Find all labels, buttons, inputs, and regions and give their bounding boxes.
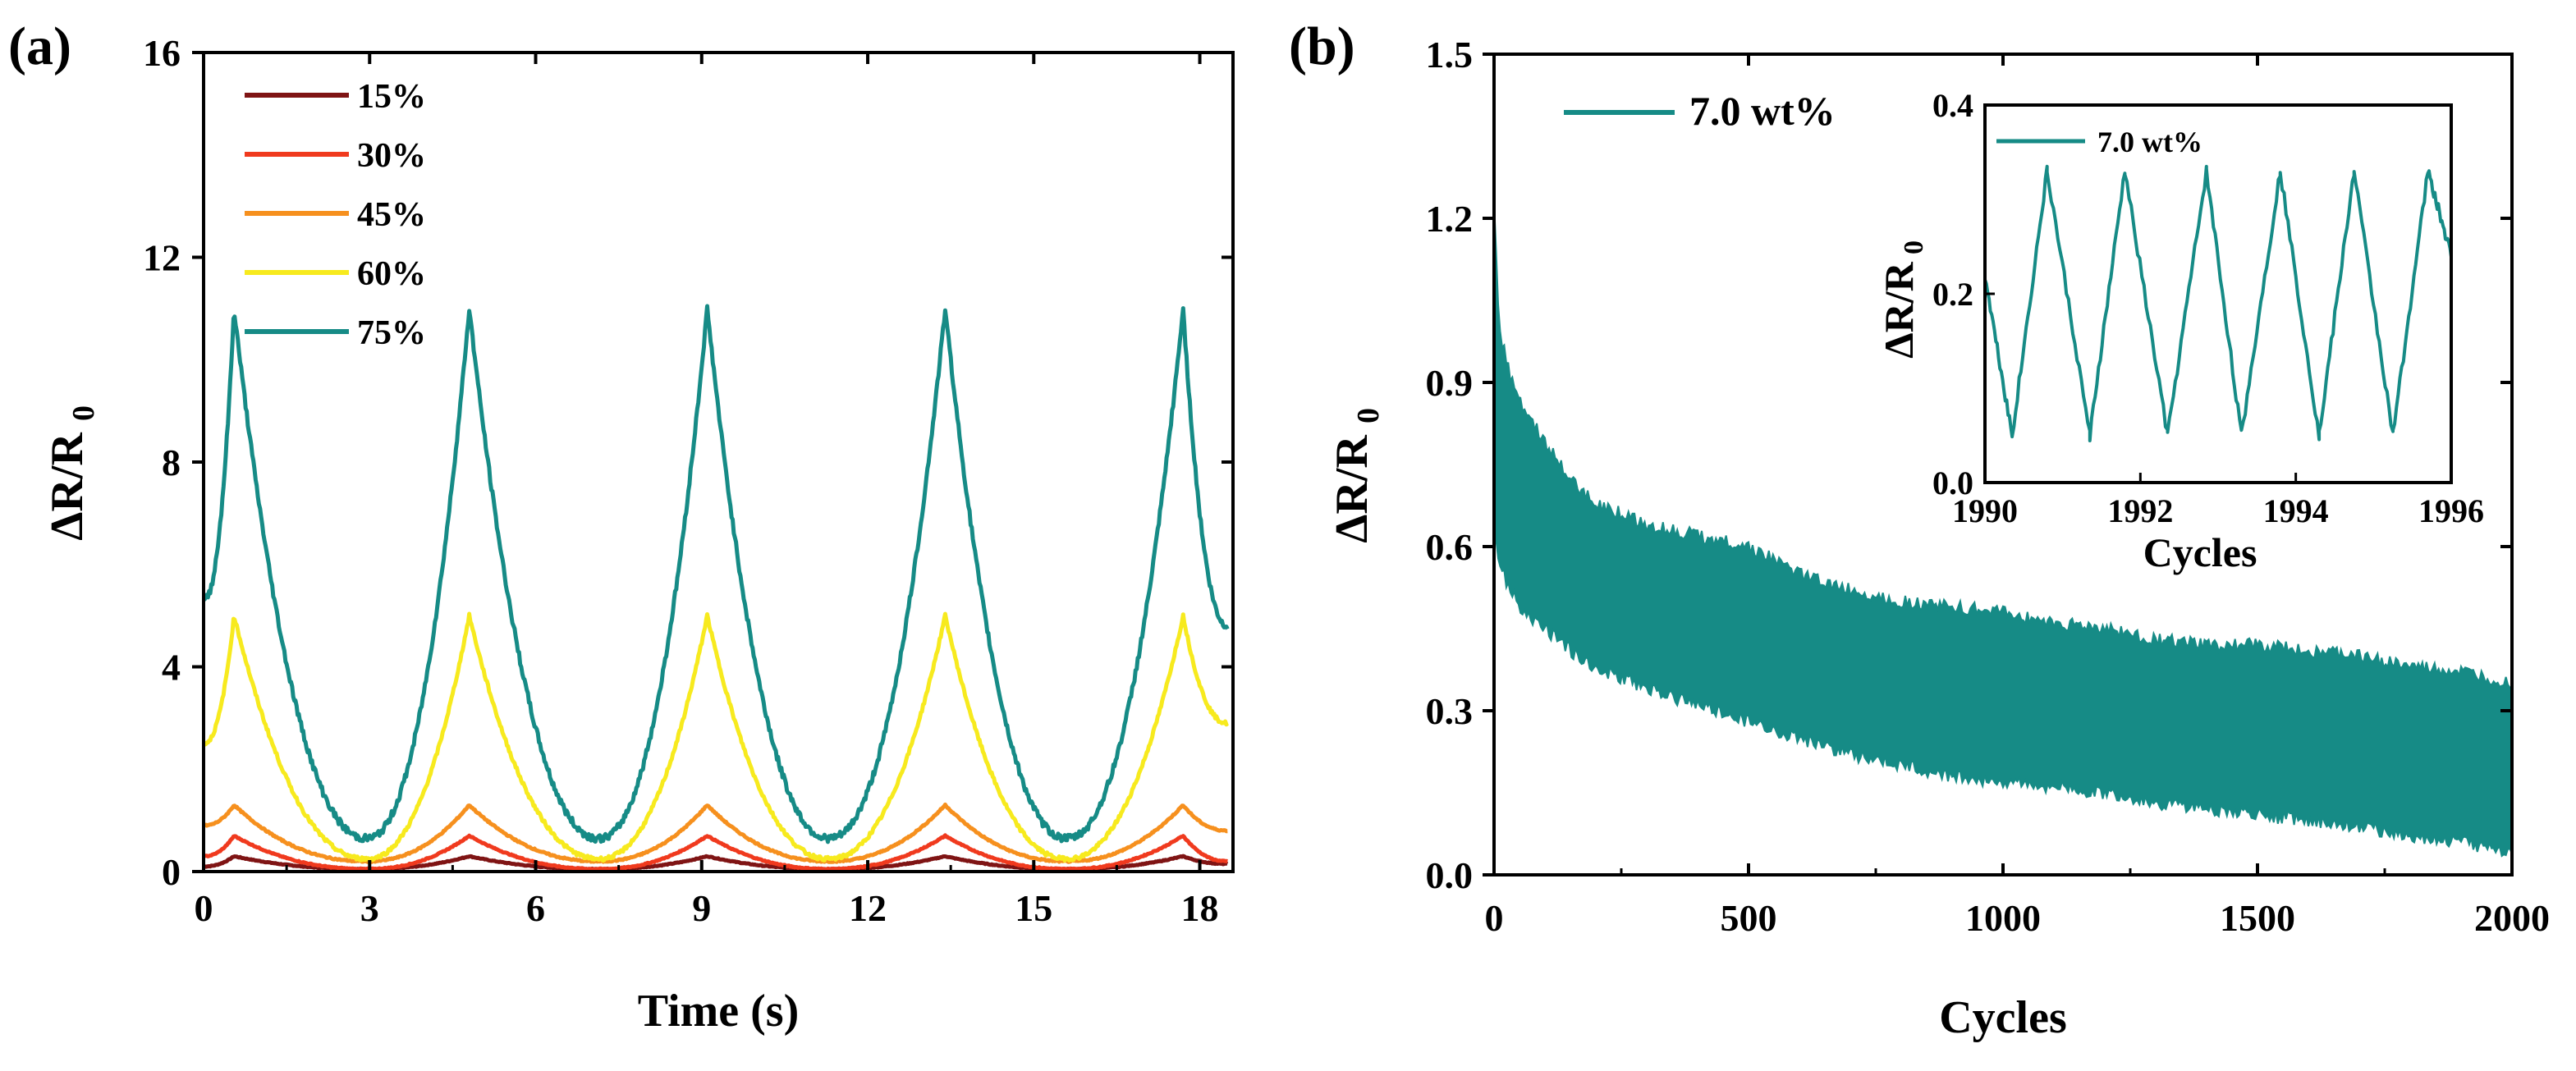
panel-a-ticks: 0 3 6 9 12 15 18 0 4 8 12 16 bbox=[143, 32, 1233, 929]
panel-b-ytick-label: 0.9 bbox=[1426, 362, 1474, 404]
panel-a-series-line-60pct bbox=[201, 611, 1230, 863]
inset-ylabel-main: ΔR/R bbox=[1876, 261, 1922, 358]
inset-xtick-label: 1992 bbox=[2107, 492, 2173, 529]
inset-xtick-label: 1990 bbox=[1952, 492, 2018, 529]
panel-a-series-line-75pct bbox=[202, 304, 1230, 844]
panel-a-chart: (a) 0 3 6 9 12 15 18 0 4 8 12 16 15% 30% 45% 60% 75% Ti… bbox=[8, 16, 1235, 1037]
panel-b-ytick-label: 0.6 bbox=[1426, 526, 1474, 568]
inset-background bbox=[1985, 105, 2451, 483]
panel-a-ytick-label: 0 bbox=[162, 851, 181, 893]
inset-series-group bbox=[1983, 164, 2453, 442]
panel-b-legend-label: 7.0 wt% bbox=[1689, 88, 1836, 134]
panel-a-xtick-label: 0 bbox=[195, 887, 213, 929]
panel-a-label: (a) bbox=[8, 16, 71, 76]
inset-legend-label: 7.0 wt% bbox=[2097, 126, 2202, 158]
panel-b-ticks: 0 500 1000 1500 2000 0.0 0.3 0.6 0.9 1.2 1.5 bbox=[1426, 34, 2551, 939]
panel-b-xtick-label: 2000 bbox=[2474, 897, 2550, 939]
inset-xlabel: Cycles bbox=[2143, 529, 2257, 575]
panel-b-ylabel-main: ΔR/R bbox=[1327, 435, 1377, 543]
panel-a-legend: 15% 30% 45% 60% 75% bbox=[245, 78, 426, 352]
panel-b-xtick-label: 1500 bbox=[2220, 897, 2295, 939]
panel-a-legend-label: 45% bbox=[357, 196, 426, 234]
panel-a-xlabel: Time (s) bbox=[638, 986, 800, 1037]
panel-b-xtick-label: 0 bbox=[1485, 897, 1504, 939]
inset-ticks: 1990 1992 1994 1996 0.0 0.2 0.4 bbox=[1932, 87, 2484, 529]
panel-a-xtick-label: 6 bbox=[526, 887, 545, 929]
panel-a-ylabel-sub: 0 bbox=[66, 405, 101, 421]
panel-a-legend-label: 60% bbox=[357, 255, 426, 293]
panel-b-ytick-label: 1.5 bbox=[1426, 34, 1474, 76]
panel-b-chart: (b) 0 500 1000 1500 2000 0.0 0.3 0.6 0.9 1.2 1.5 7… bbox=[1289, 16, 2550, 1043]
panel-a-ylabel-main: ΔR/R bbox=[42, 433, 93, 541]
panel-b-inset-chart: 1990 1992 1994 1996 0.0 0.2 0.4 7.0 wt% Cycles… bbox=[1876, 87, 2484, 575]
panel-a-xtick-label: 9 bbox=[692, 887, 711, 929]
panel-b-label: (b) bbox=[1289, 16, 1355, 76]
panel-a-xtick-label: 15 bbox=[1015, 887, 1052, 929]
panel-b-ylabel-sub: 0 bbox=[1351, 408, 1386, 423]
panel-a-xtick-label: 3 bbox=[360, 887, 379, 929]
panel-a-ylabel: ΔR/R 0 bbox=[42, 405, 101, 541]
inset-ytick-label: 0.0 bbox=[1932, 465, 1973, 501]
panel-a-ytick-label: 16 bbox=[143, 32, 181, 74]
inset-ytick-label: 0.4 bbox=[1932, 87, 1973, 124]
panel-b-legend: 7.0 wt% bbox=[1564, 88, 1836, 134]
panel-b-xtick-label: 500 bbox=[1721, 897, 1777, 939]
panel-b-ytick-label: 0.0 bbox=[1426, 854, 1474, 896]
panel-a-xtick-label: 12 bbox=[849, 887, 887, 929]
panel-b-xtick-label: 1000 bbox=[1965, 897, 2041, 939]
inset-xtick-label: 1996 bbox=[2418, 492, 2484, 529]
inset-ylabel: ΔR/R 0 bbox=[1876, 240, 1929, 359]
inset-series-line bbox=[1983, 164, 2453, 442]
panel-b-xlabel: Cycles bbox=[1939, 992, 2067, 1043]
panel-b-ytick-label: 0.3 bbox=[1426, 690, 1474, 732]
panel-a-legend-label: 30% bbox=[357, 137, 426, 175]
panel-a-series-line-30pct bbox=[202, 833, 1229, 872]
panel-a-ytick-label: 8 bbox=[162, 442, 181, 483]
panel-a-ytick-label: 4 bbox=[162, 647, 181, 689]
panel-a-legend-label: 15% bbox=[357, 78, 426, 116]
panel-a-series-group bbox=[201, 304, 1230, 872]
inset-xtick-label: 1994 bbox=[2263, 492, 2329, 529]
panel-a-xtick-label: 18 bbox=[1181, 887, 1219, 929]
inset-ytick-label: 0.2 bbox=[1932, 276, 1973, 313]
panel-b-ytick-label: 1.2 bbox=[1426, 198, 1474, 240]
inset-ylabel-sub: 0 bbox=[1899, 240, 1929, 254]
panel-a-legend-label: 75% bbox=[357, 314, 426, 352]
panel-b-ylabel: ΔR/R 0 bbox=[1327, 408, 1386, 543]
panel-a-ytick-label: 12 bbox=[143, 237, 181, 279]
